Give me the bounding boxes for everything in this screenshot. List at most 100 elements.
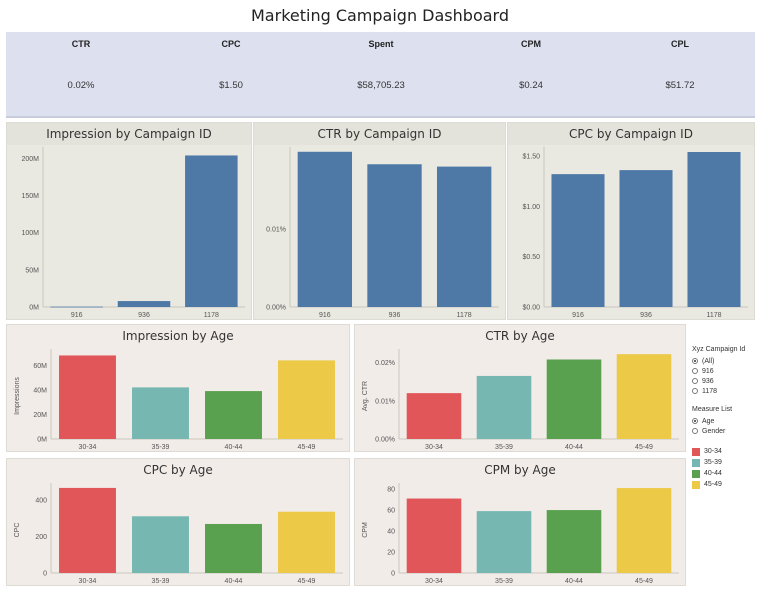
chart-title: Impression by Campaign ID bbox=[7, 123, 251, 145]
y-tick-label: 60M bbox=[33, 363, 47, 370]
bar-1178[interactable] bbox=[185, 155, 238, 307]
legend-swatch bbox=[692, 469, 700, 478]
bar-1178[interactable] bbox=[687, 152, 741, 307]
bar-30-34[interactable] bbox=[406, 393, 462, 439]
bar-30-34[interactable] bbox=[59, 487, 116, 573]
bar-40-44[interactable] bbox=[205, 523, 262, 573]
y-tick-label: 0.00% bbox=[375, 437, 395, 444]
y-tick-label: $1.00 bbox=[522, 204, 540, 211]
option-label: 1178 bbox=[702, 387, 718, 395]
campaign-option-all[interactable]: (All) bbox=[692, 356, 772, 366]
y-tick-label: 50M bbox=[25, 267, 39, 274]
measure-option-gender[interactable]: Gender bbox=[692, 426, 772, 436]
y-tick-label: $0.50 bbox=[522, 254, 540, 261]
radio-selected-icon bbox=[692, 358, 698, 364]
x-tick-label: 45-49 bbox=[298, 578, 316, 585]
campaign-option-916[interactable]: 916 bbox=[692, 366, 772, 376]
campaign-option-936[interactable]: 936 bbox=[692, 376, 772, 386]
option-label: 916 bbox=[702, 367, 714, 375]
y-tick-label: 0 bbox=[391, 571, 395, 578]
kpi-value: $1.50 bbox=[219, 80, 243, 91]
y-tick-label: $0.00 bbox=[522, 305, 540, 312]
bar-45-49[interactable] bbox=[616, 354, 672, 439]
y-tick-label: 80 bbox=[387, 487, 395, 494]
panel-ctr-by-campaign: CTR by Campaign ID 0.00% 0.01% 916 936 1178 bbox=[253, 122, 506, 320]
bar-916[interactable] bbox=[50, 306, 103, 308]
y-tick-label: 0.01% bbox=[375, 398, 395, 405]
x-tick-label: 35-39 bbox=[495, 444, 513, 451]
y-tick-label: 400 bbox=[35, 497, 47, 504]
panel-impression-by-campaign: Impression by Campaign ID 0M 50M 100M 150M 2… bbox=[6, 122, 252, 320]
kpi-value: 0.02% bbox=[67, 80, 95, 91]
bar-45-49[interactable] bbox=[278, 360, 335, 439]
y-tick-label: 40M bbox=[33, 387, 47, 394]
chart-title: CPC by Age bbox=[143, 463, 213, 477]
filter-legend-panel: Xyz Campaign Id (All) 916 936 1178 Measu… bbox=[692, 346, 772, 516]
kpi-ctr: CTR 0.02% bbox=[6, 32, 156, 118]
panel-ctr-by-age: CTR by Age 0.00% 0.01% 0.02% Avg. CTR 30-34 3… bbox=[354, 324, 686, 452]
bar-35-39[interactable] bbox=[132, 516, 189, 573]
legend-swatch bbox=[692, 480, 700, 489]
legend-item-40-44[interactable]: 40-44 bbox=[692, 468, 772, 479]
bar-35-39[interactable] bbox=[132, 387, 189, 439]
legend-label: 40-44 bbox=[704, 470, 722, 477]
bar-45-49[interactable] bbox=[616, 488, 672, 573]
y-tick-label: 0.00% bbox=[266, 305, 286, 312]
cpc-by-age-chart: 0 200 400 CPC 30-34 35-39 40-44 45-49 bbox=[14, 483, 343, 585]
bar-40-44[interactable] bbox=[546, 510, 602, 573]
bar-916[interactable] bbox=[551, 174, 605, 307]
bar-916[interactable] bbox=[297, 151, 353, 307]
bar-30-34[interactable] bbox=[59, 355, 116, 439]
kpi-value: $51.72 bbox=[665, 80, 695, 91]
bar-45-49[interactable] bbox=[278, 511, 335, 573]
kpi-label: CTR bbox=[71, 39, 91, 49]
y-tick-label: 20 bbox=[387, 550, 395, 557]
x-tick-label: 35-39 bbox=[495, 578, 513, 585]
x-tick-label: 40-44 bbox=[565, 578, 583, 585]
panel-impression-by-age: Impression by Age 0M 20M 40M 60M Impressions… bbox=[6, 324, 350, 452]
y-tick-label: 0M bbox=[29, 305, 39, 312]
y-axis-label: CPC bbox=[14, 523, 21, 538]
kpi-label: CPM bbox=[521, 39, 541, 49]
bar-40-44[interactable] bbox=[205, 391, 262, 439]
y-tick-label: 0.01% bbox=[266, 227, 286, 234]
legend-label: 30-34 bbox=[704, 448, 722, 455]
bar-35-39[interactable] bbox=[476, 375, 532, 439]
y-tick-label: 0 bbox=[43, 571, 47, 578]
x-tick-label: 30-34 bbox=[79, 444, 97, 451]
x-tick-label: 35-39 bbox=[152, 578, 170, 585]
kpi-spent: Spent $58,705.23 bbox=[306, 32, 456, 118]
campaign-filter-title: Xyz Campaign Id bbox=[692, 346, 746, 353]
y-tick-label: 100M bbox=[21, 230, 39, 237]
legend-item-30-34[interactable]: 30-34 bbox=[692, 446, 772, 457]
legend-swatch bbox=[692, 447, 700, 456]
bar-30-34[interactable] bbox=[406, 498, 462, 573]
y-tick-label: 0M bbox=[37, 437, 47, 444]
bar-936[interactable] bbox=[619, 170, 673, 307]
y-tick-label: 60 bbox=[387, 508, 395, 515]
legend-label: 35-39 bbox=[704, 459, 722, 466]
option-label: Gender bbox=[702, 427, 726, 435]
kpi-label: CPL bbox=[671, 39, 689, 49]
panel-cpc-by-age: CPC by Age 0 200 400 CPC 30-34 35-39 40-44 45-4… bbox=[6, 458, 350, 586]
legend-item-35-39[interactable]: 35-39 bbox=[692, 457, 772, 468]
bar-1178[interactable] bbox=[436, 166, 492, 307]
kpi-cpc: CPC $1.50 bbox=[156, 32, 306, 118]
x-tick-label: 916 bbox=[71, 312, 83, 319]
bar-936[interactable] bbox=[367, 164, 422, 307]
panel-cpc-by-campaign: CPC by Campaign ID $0.00 $0.50 $1.00 $1.50 9… bbox=[507, 122, 755, 320]
bar-936[interactable] bbox=[117, 301, 171, 307]
legend-item-45-49[interactable]: 45-49 bbox=[692, 479, 772, 490]
radio-icon bbox=[692, 378, 698, 384]
x-tick-label: 1178 bbox=[457, 312, 472, 319]
bar-35-39[interactable] bbox=[476, 511, 532, 573]
campaign-option-1178[interactable]: 1178 bbox=[692, 386, 772, 396]
y-tick-label: $1.50 bbox=[522, 154, 540, 161]
measure-option-age[interactable]: Age bbox=[692, 416, 772, 426]
option-label: Age bbox=[702, 417, 715, 425]
y-tick-label: 0.02% bbox=[375, 360, 395, 367]
chart-title: CPM by Age bbox=[484, 463, 556, 477]
chart-title: CPC by Campaign ID bbox=[508, 123, 754, 145]
radio-icon bbox=[692, 428, 698, 434]
bar-40-44[interactable] bbox=[546, 359, 602, 439]
